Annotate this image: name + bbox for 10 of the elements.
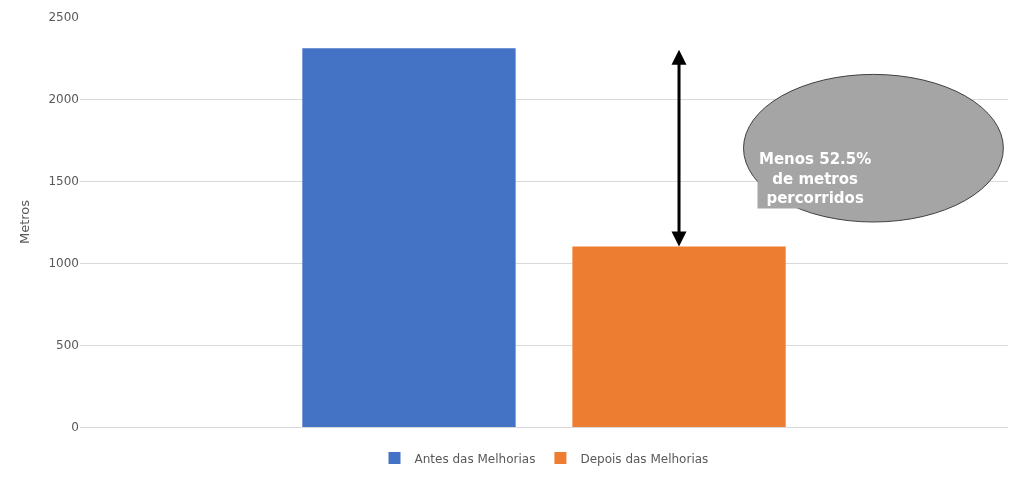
annotation: Menos 52.5% de metros percorridos (759, 150, 872, 207)
legend-label: Antes das Melhorias (414, 451, 536, 466)
y-tick-label: 2000 (48, 92, 79, 107)
y-tick-label: 500 (56, 338, 79, 353)
y-axis-title: Metros (17, 199, 33, 245)
y-tick-label: 0 (71, 420, 79, 435)
y-tick-label: 1500 (48, 174, 79, 189)
y-tick-label: 2500 (48, 10, 79, 25)
y-tick-label: 1000 (48, 256, 79, 271)
legend-label: Depois das Melhorias (580, 451, 709, 466)
